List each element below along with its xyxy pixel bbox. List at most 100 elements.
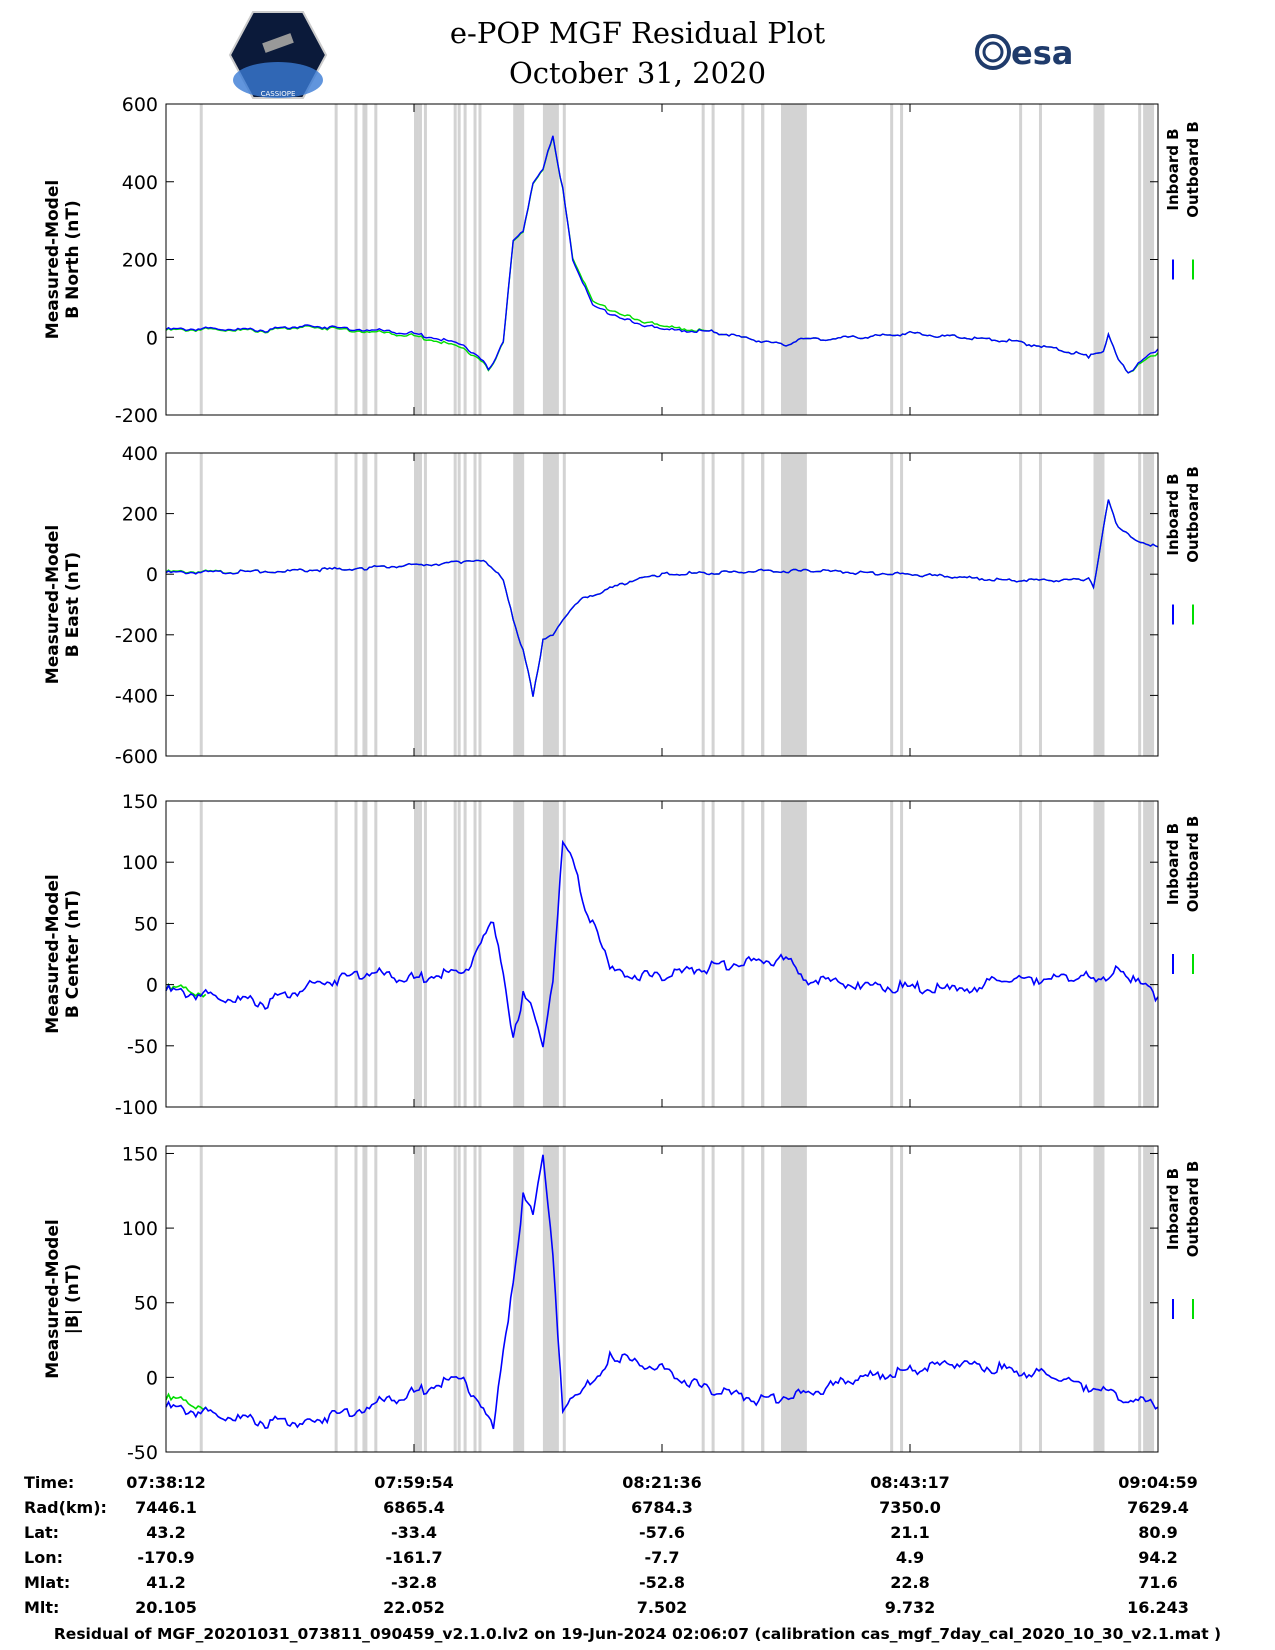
y-tick-label: 400 [122,172,158,194]
data-gap [1038,453,1042,756]
info-cell: 22.8 [890,1573,930,1592]
panel-bcenter: 150 100 50 0 -50 -100 Measured-ModelB Center (… [43,791,1202,1119]
plot-date: October 31, 2020 [508,56,767,90]
info-cell: 6784.3 [631,1498,693,1517]
data-gap [418,453,422,756]
data-gap-band [781,104,807,415]
panel-bnorth: 600 400 200 0 -200 Measured-ModelB North (nT)… [43,94,1202,427]
info-cell: 20.105 [135,1598,197,1617]
data-gap [374,104,378,415]
data-gap [362,1146,366,1452]
data-gap [423,1146,427,1452]
data-gap [562,104,566,415]
data-gap [415,1146,419,1452]
data-gap [414,801,417,1107]
data-gap-band [542,104,559,415]
data-gap [374,1146,378,1452]
data-gap [1019,104,1023,415]
y-tick-label: -50 [127,1442,158,1464]
data-gap [890,801,894,1107]
info-row-label: Lon: [24,1548,63,1567]
data-gap [414,453,417,756]
axes-frame [165,452,1159,757]
y-tick-label: 100 [122,852,158,874]
data-gap [761,801,765,1107]
data-gap [199,453,203,756]
info-cell: 71.6 [1138,1573,1178,1592]
data-gap-band [1143,801,1155,1107]
info-row-label: Time: [24,1473,75,1492]
y-tick-label: 0 [146,1367,158,1389]
info-cell: 21.1 [890,1523,930,1542]
data-gap [199,1146,203,1452]
data-gap [463,1146,467,1452]
data-gap [457,104,461,415]
data-gap [741,801,745,1107]
data-gap [364,1146,368,1452]
info-cell: 7629.4 [1127,1498,1189,1517]
cassiope-logo: CASSIOPE [228,11,328,99]
data-gap [463,453,467,756]
data-gap [761,104,765,415]
y-axis-label: Measured-ModelB East (nT) [43,525,83,684]
data-gap [364,801,368,1107]
info-cell: 08:21:36 [622,1473,702,1492]
data-gap [1019,801,1023,1107]
y-axis-label: Measured-Model|B| (nT) [43,1219,83,1378]
legend-label: Inboard B [1164,1168,1182,1250]
data-gap-band [781,453,807,756]
data-gap [890,1146,894,1452]
data-gap [423,801,427,1107]
data-gap [418,1146,422,1452]
data-gap [354,1146,358,1452]
data-gap-band [542,1146,559,1452]
y-tick-label: -400 [115,685,158,707]
data-gap-band [1143,104,1155,415]
y-tick-label: -50 [127,1036,158,1058]
data-gap-band [1143,1146,1155,1452]
y-tick-label: 200 [122,504,158,526]
data-gap-band [513,104,525,415]
data-gap [463,801,467,1107]
outboard-series-line [165,136,1159,374]
data-gap [453,453,457,756]
data-gap [478,1146,482,1452]
legend-label: Inboard B [1164,823,1182,905]
y-tick-label: 200 [122,250,158,272]
svg-text:esa: esa [1011,34,1073,72]
info-cell: -161.7 [385,1548,443,1567]
data-gap [334,801,338,1107]
data-gap [741,453,745,756]
data-gap [1038,104,1042,415]
data-gap-band [542,801,559,1107]
info-row-label: Lat: [24,1523,60,1542]
data-gap [415,104,419,415]
info-cell: 7.502 [636,1598,688,1617]
data-gap [890,104,894,415]
data-gap [473,453,477,756]
data-gap-band [542,453,559,756]
data-gap [364,453,368,756]
info-row-label: Mlat: [24,1573,71,1592]
data-gap [1019,453,1023,756]
data-gap [1138,801,1142,1107]
data-gap [362,104,366,415]
data-gap [414,104,417,415]
data-gap [890,453,894,756]
info-cell: 16.243 [1127,1598,1189,1617]
data-gap-band [1093,104,1105,415]
legend-label: Outboard B [1184,121,1202,218]
y-tick-label: 50 [134,913,158,935]
data-gap [362,453,366,756]
data-gap [900,104,904,415]
axes-frame [165,1145,1159,1453]
y-tick-label: 50 [134,1293,158,1315]
data-gap [418,801,422,1107]
info-row-label: Mlt: [24,1598,60,1617]
data-gap [562,1146,566,1452]
data-gap [701,104,705,415]
data-gap [761,453,765,756]
footer-caption: Residual of MGF_20201031_073811_090459_v… [53,1625,1222,1643]
legend-label: Outboard B [1184,1161,1202,1258]
